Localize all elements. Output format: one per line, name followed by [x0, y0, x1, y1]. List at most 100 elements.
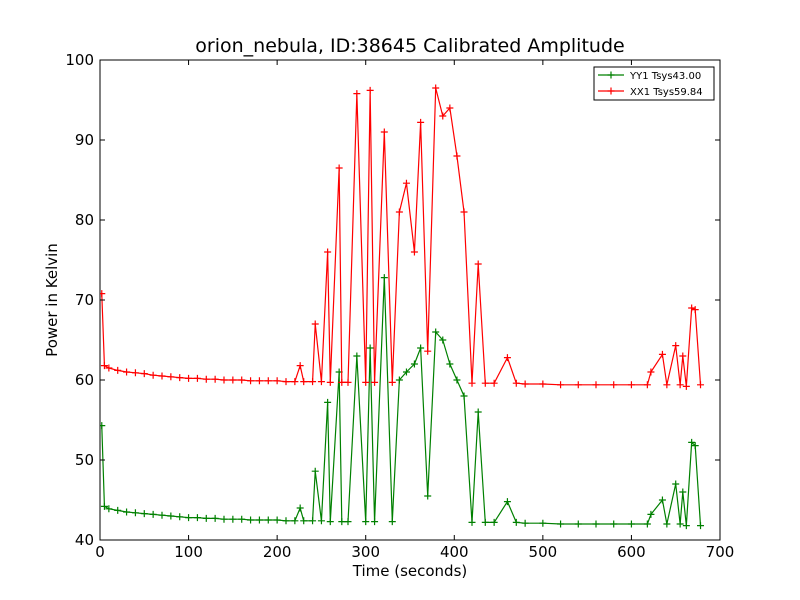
data-point-marker: [490, 379, 498, 387]
data-point-marker: [688, 304, 696, 312]
data-point-marker: [395, 208, 403, 216]
legend: YY1 Tsys43.00 XX1 Tsys59.84: [593, 66, 715, 101]
data-point-marker: [317, 378, 325, 386]
data-point-marker: [193, 374, 201, 382]
data-point-marker: [697, 381, 705, 389]
data-point-marker: [140, 370, 148, 378]
legend-label: XX1 Tsys59.84: [630, 87, 703, 98]
data-point-marker: [158, 372, 166, 380]
plot-area: [99, 59, 721, 541]
data-point-marker: [663, 381, 671, 389]
data-point-marker: [424, 347, 432, 355]
data-point-marker: [610, 520, 618, 528]
data-point-marker: [193, 514, 201, 522]
data-point-marker: [326, 378, 334, 386]
data-point-marker: [539, 380, 547, 388]
data-point-marker: [676, 381, 684, 389]
data-point-marker: [658, 496, 666, 504]
data-point-marker: [627, 520, 635, 528]
data-point-marker: [311, 320, 319, 328]
x-tick-label: 600: [617, 543, 646, 561]
data-point-marker: [211, 375, 219, 383]
axis-ticks: 0 100 200 300 400 500 600 700 40 50 60 70 80 90 100: [65, 51, 734, 561]
data-point-marker: [273, 516, 281, 524]
data-point-marker: [402, 179, 410, 187]
data-point-marker: [220, 515, 228, 523]
data-point-marker: [220, 376, 228, 384]
data-point-marker: [296, 504, 304, 512]
data-point-marker: [460, 208, 468, 216]
data-point-marker: [324, 398, 332, 406]
data-point-marker: [417, 344, 425, 352]
y-tick-label: 60: [75, 371, 94, 389]
data-point-marker: [255, 516, 263, 524]
data-point-marker: [167, 373, 175, 381]
data-point-marker: [311, 467, 319, 475]
data-point-marker: [353, 90, 361, 98]
data-point-marker: [100, 290, 106, 298]
data-point-marker: [229, 376, 237, 384]
data-point-marker: [468, 518, 476, 526]
chart-title: orion_nebula, ID:38645 Calibrated Amplit…: [195, 35, 624, 57]
legend-entry: XX1 Tsys59.84: [598, 87, 703, 98]
data-point-marker: [658, 350, 666, 358]
data-point-marker: [185, 514, 193, 522]
data-point-marker: [114, 366, 122, 374]
data-point-marker: [460, 392, 468, 400]
data-point-marker: [643, 520, 651, 528]
data-point-marker: [291, 517, 299, 525]
data-point-marker: [344, 378, 352, 386]
data-point-marker: [503, 498, 511, 506]
data-point-marker: [490, 518, 498, 526]
x-tick-label: 400: [440, 543, 469, 561]
data-point-marker: [335, 164, 343, 172]
data-point-marker: [410, 360, 418, 368]
data-point-marker: [439, 336, 447, 344]
data-point-marker: [557, 381, 565, 389]
data-point-marker: [521, 519, 529, 527]
data-point-marker: [676, 520, 684, 528]
y-tick-label: 40: [75, 531, 94, 549]
data-point-marker: [512, 518, 520, 526]
data-point-marker: [309, 517, 317, 525]
x-axis-label: Time (seconds): [352, 562, 468, 580]
data-point-marker: [300, 378, 308, 386]
data-point-marker: [647, 368, 655, 376]
data-point-marker: [481, 518, 489, 526]
data-point-marker: [309, 378, 317, 386]
data-point-marker: [264, 516, 272, 524]
data-point-marker: [453, 152, 461, 160]
data-point-marker: [100, 422, 106, 430]
y-tick-label: 50: [75, 451, 94, 469]
data-point-marker: [255, 377, 263, 385]
x-tick-label: 700: [706, 543, 735, 561]
data-point-marker: [388, 518, 396, 526]
data-point-marker: [691, 442, 699, 450]
data-point-marker: [247, 516, 255, 524]
legend-swatch-marker: [607, 87, 615, 95]
legend-frame: [593, 66, 715, 101]
data-point-marker: [229, 515, 237, 523]
x-tick-label: 500: [529, 543, 558, 561]
data-point-marker: [326, 518, 334, 526]
data-point-marker: [432, 84, 440, 92]
data-point-marker: [481, 379, 489, 387]
data-point-marker: [282, 378, 290, 386]
data-point-marker: [296, 362, 304, 370]
data-point-marker: [410, 248, 418, 256]
data-point-marker: [446, 104, 454, 112]
data-point-marker: [539, 519, 547, 527]
data-point-marker: [592, 381, 600, 389]
data-point-marker: [211, 514, 219, 522]
data-point-marker: [176, 513, 184, 521]
y-tick-label: 90: [75, 131, 94, 149]
y-tick-label: 80: [75, 211, 94, 229]
data-point-marker: [291, 378, 299, 386]
y-tick-label: 100: [65, 51, 94, 69]
data-point-marker: [474, 408, 482, 416]
data-point-marker: [158, 511, 166, 519]
data-point-marker: [362, 518, 370, 526]
data-point-marker: [353, 352, 361, 360]
